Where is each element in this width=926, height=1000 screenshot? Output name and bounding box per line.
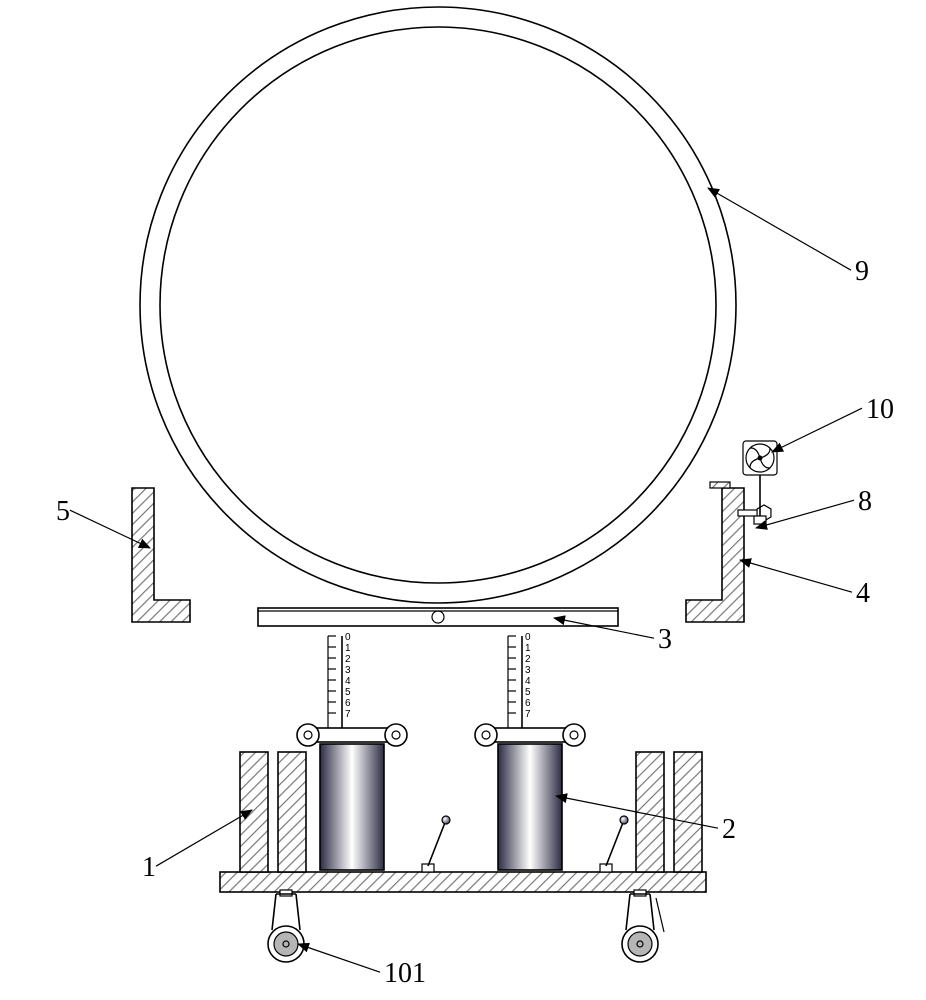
base-plate-1 bbox=[220, 872, 706, 892]
ruler-num: 3 bbox=[345, 665, 351, 676]
cradle-left-wall-5 bbox=[132, 488, 190, 622]
callout-label-5: 5 bbox=[56, 496, 70, 527]
ruler-num: 1 bbox=[525, 643, 531, 654]
ruler-num: 6 bbox=[345, 698, 351, 709]
laser-head-10 bbox=[743, 441, 777, 475]
ruler-num: 6 bbox=[525, 698, 531, 709]
cradle-right-wall-4 bbox=[686, 488, 744, 622]
ruler-num: 5 bbox=[345, 687, 351, 698]
ruler-num: 5 bbox=[525, 687, 531, 698]
base-pillar-left bbox=[240, 752, 306, 872]
laser-assembly bbox=[738, 441, 777, 524]
ruler-num: 2 bbox=[345, 654, 351, 665]
ring-outer bbox=[140, 7, 736, 603]
ruler-left: 01234567 bbox=[328, 632, 351, 728]
jack-left-2 bbox=[297, 724, 450, 872]
callout-4: 4 bbox=[740, 560, 870, 609]
callout-label-2: 2 bbox=[722, 814, 736, 845]
ruler-num: 3 bbox=[525, 665, 531, 676]
callout-label-1: 1 bbox=[142, 852, 156, 883]
ruler-num: 7 bbox=[345, 709, 351, 720]
ring-part-9 bbox=[140, 7, 736, 603]
jack-right-2 bbox=[475, 724, 628, 872]
callout-label-3: 3 bbox=[658, 624, 672, 655]
callout-101: 101 bbox=[298, 944, 426, 989]
callout-8: 8 bbox=[756, 486, 872, 528]
caster-wheels bbox=[268, 890, 664, 962]
ruler-num: 2 bbox=[525, 654, 531, 665]
base-assembly bbox=[220, 752, 706, 892]
callout-label-101: 101 bbox=[384, 958, 426, 989]
callout-9: 9 bbox=[708, 188, 869, 287]
callout-10: 10 bbox=[772, 394, 894, 452]
base-pillar-right bbox=[636, 752, 702, 872]
ring-inner bbox=[160, 27, 716, 583]
callout-label-8: 8 bbox=[858, 486, 872, 517]
ruler-num: 7 bbox=[525, 709, 531, 720]
jack-assembly: 0123456701234567 bbox=[297, 632, 628, 872]
ruler-num: 4 bbox=[345, 676, 351, 687]
ruler-num: 0 bbox=[525, 632, 531, 643]
ruler-right: 01234567 bbox=[508, 632, 531, 728]
caster-right-101 bbox=[622, 890, 664, 962]
callout-label-9: 9 bbox=[855, 256, 869, 287]
engineering-figure: 0123456701234567 910845321101 bbox=[0, 0, 926, 1000]
ruler-num: 0 bbox=[345, 632, 351, 643]
caster-left-101 bbox=[268, 890, 304, 962]
callout-label-10: 10 bbox=[866, 394, 894, 425]
cradle-assembly bbox=[132, 482, 744, 626]
ruler-num: 4 bbox=[525, 676, 531, 687]
ruler-num: 1 bbox=[345, 643, 351, 654]
callouts: 910845321101 bbox=[56, 188, 894, 989]
callout-label-4: 4 bbox=[856, 578, 870, 609]
